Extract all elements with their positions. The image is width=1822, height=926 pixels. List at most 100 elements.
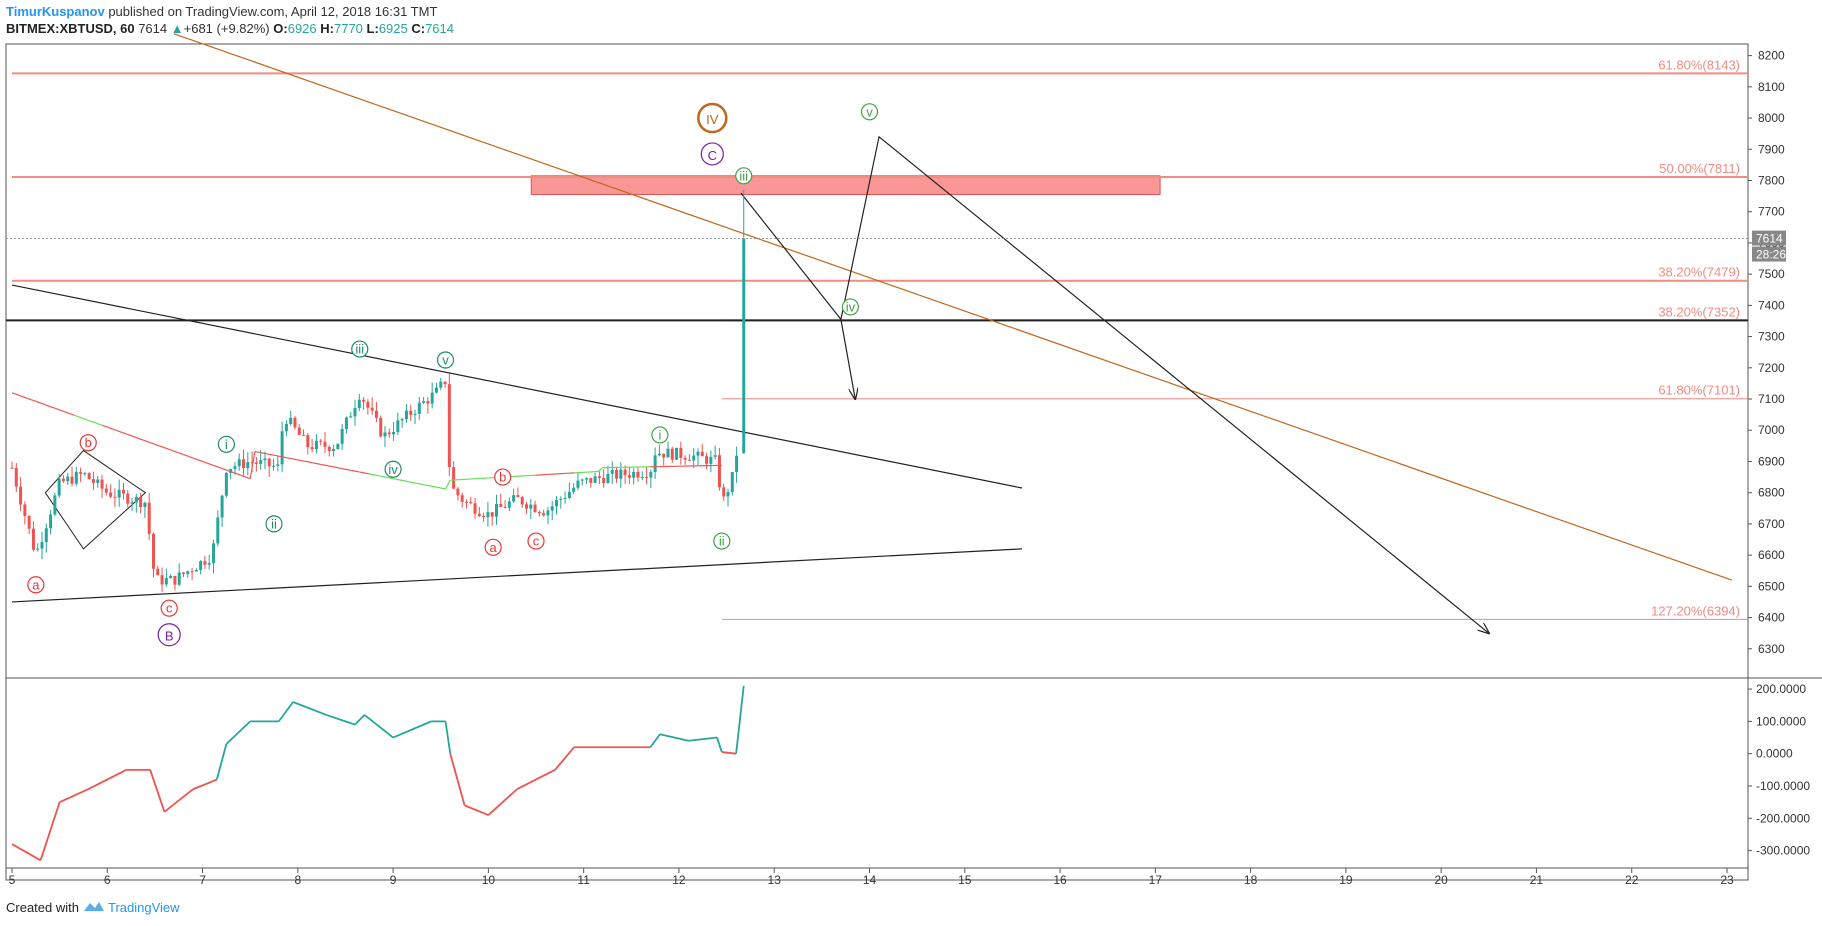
high-label: H: <box>320 21 334 36</box>
candle-body <box>323 441 327 447</box>
candle-body <box>160 575 164 585</box>
candle-body <box>357 399 361 409</box>
candle-body <box>705 456 709 464</box>
countdown-box <box>1752 246 1786 262</box>
candle-body <box>14 467 18 487</box>
moving-average-segment <box>249 451 256 479</box>
candle-body <box>61 478 65 482</box>
wave-label-circle <box>651 426 669 444</box>
candle-body <box>546 510 550 516</box>
price-tick-label: 7400 <box>1758 298 1785 312</box>
candle-body <box>370 407 374 411</box>
indicator-segment <box>554 746 575 771</box>
wave-label-circle <box>265 515 283 533</box>
lower-wedge-trendline <box>11 548 1022 603</box>
time-tick-label: 19 <box>1339 873 1353 887</box>
footer: Created with TradingView <box>6 900 180 915</box>
moving-average-segment <box>102 424 108 428</box>
projection-arrow-1 <box>740 192 855 399</box>
candle-body <box>344 417 348 430</box>
indicator-segment <box>354 714 366 726</box>
candle-body <box>679 447 683 458</box>
time-tick-label: 10 <box>482 873 496 887</box>
wave-label-text: iv <box>388 462 398 477</box>
wave-label-text: C <box>708 148 717 163</box>
candle-body <box>640 477 644 479</box>
candle-body <box>657 453 661 456</box>
candle-body <box>580 479 584 481</box>
upper-wedge-trendline <box>11 284 1023 489</box>
candle-body <box>156 568 160 576</box>
moving-average-segment <box>11 392 17 396</box>
tradingview-link[interactable]: TradingView <box>108 900 180 915</box>
long-descending-trendline <box>173 33 1732 581</box>
candle-body <box>259 460 263 464</box>
moving-average-segment <box>35 400 41 404</box>
candle-body <box>83 473 87 475</box>
moving-average-segment <box>297 459 303 462</box>
indicator-segment <box>659 733 689 742</box>
moving-average-segment <box>183 454 189 457</box>
wave-label-circle <box>384 460 402 478</box>
candle-body <box>143 502 147 508</box>
candle-body <box>666 448 670 458</box>
time-tick-label: 23 <box>1720 873 1734 887</box>
candle-body <box>615 470 619 479</box>
candle-body <box>516 495 520 498</box>
time-tick-label: 5 <box>9 873 16 887</box>
candle-body <box>499 503 503 507</box>
symbol-name[interactable]: BITMEX:XBTUSD, 60 <box>6 21 135 36</box>
moving-average-segment <box>597 467 604 472</box>
candle-body <box>717 455 721 488</box>
candle-body <box>520 497 524 505</box>
candle-body <box>57 478 61 496</box>
candle-body <box>447 384 451 468</box>
fib-level-label: 127.20%(6394) <box>1651 603 1740 618</box>
candle-body <box>340 429 344 444</box>
moving-average-segment <box>45 404 51 408</box>
candle-body <box>216 517 220 544</box>
moving-average-segment <box>283 456 289 459</box>
price-tick-label: 7800 <box>1758 173 1785 187</box>
moving-average-segment <box>78 416 84 420</box>
candle-body <box>417 402 421 414</box>
candle-body <box>726 492 730 497</box>
candle-body <box>104 488 108 493</box>
time-tick-label: 9 <box>390 873 397 887</box>
candle-body <box>426 401 430 404</box>
wave-label-text: ii <box>271 516 277 531</box>
wave-label-text: b <box>499 470 506 485</box>
indicator-segment <box>39 801 61 861</box>
candle-body <box>233 466 237 470</box>
moving-average-segment <box>83 417 89 421</box>
indicator-segment <box>464 804 489 816</box>
candle-body <box>100 479 104 489</box>
author-link[interactable]: TimurKuspanov <box>6 4 105 19</box>
wave-label-circle <box>351 340 369 358</box>
moving-average-segment <box>278 455 284 458</box>
candle-body <box>709 456 713 464</box>
moving-average-segment <box>335 466 341 469</box>
moving-average-segment <box>307 461 313 464</box>
time-tick-label: 18 <box>1244 873 1258 887</box>
candle-body <box>169 575 173 579</box>
wave-label-text: IV <box>706 112 719 127</box>
indicator-tick-label: 100.0000 <box>1756 714 1806 728</box>
candle-body <box>164 578 168 585</box>
candle-body <box>602 477 606 483</box>
moving-average-segment <box>154 443 160 447</box>
time-tick-label: 22 <box>1625 873 1639 887</box>
moving-average-segment <box>164 447 170 451</box>
candle-body <box>533 504 537 512</box>
moving-average-segment <box>388 477 394 480</box>
moving-average-segment <box>354 470 360 473</box>
indicator-segment <box>688 736 718 742</box>
candle-body <box>212 543 216 564</box>
moving-average-segment <box>216 466 222 469</box>
fib-level-label: 50.00%(7811) <box>1659 161 1740 176</box>
candle-body <box>199 561 203 570</box>
indicator-segment <box>449 753 466 806</box>
open-label: O: <box>273 21 288 36</box>
moving-average-segment <box>211 464 218 468</box>
